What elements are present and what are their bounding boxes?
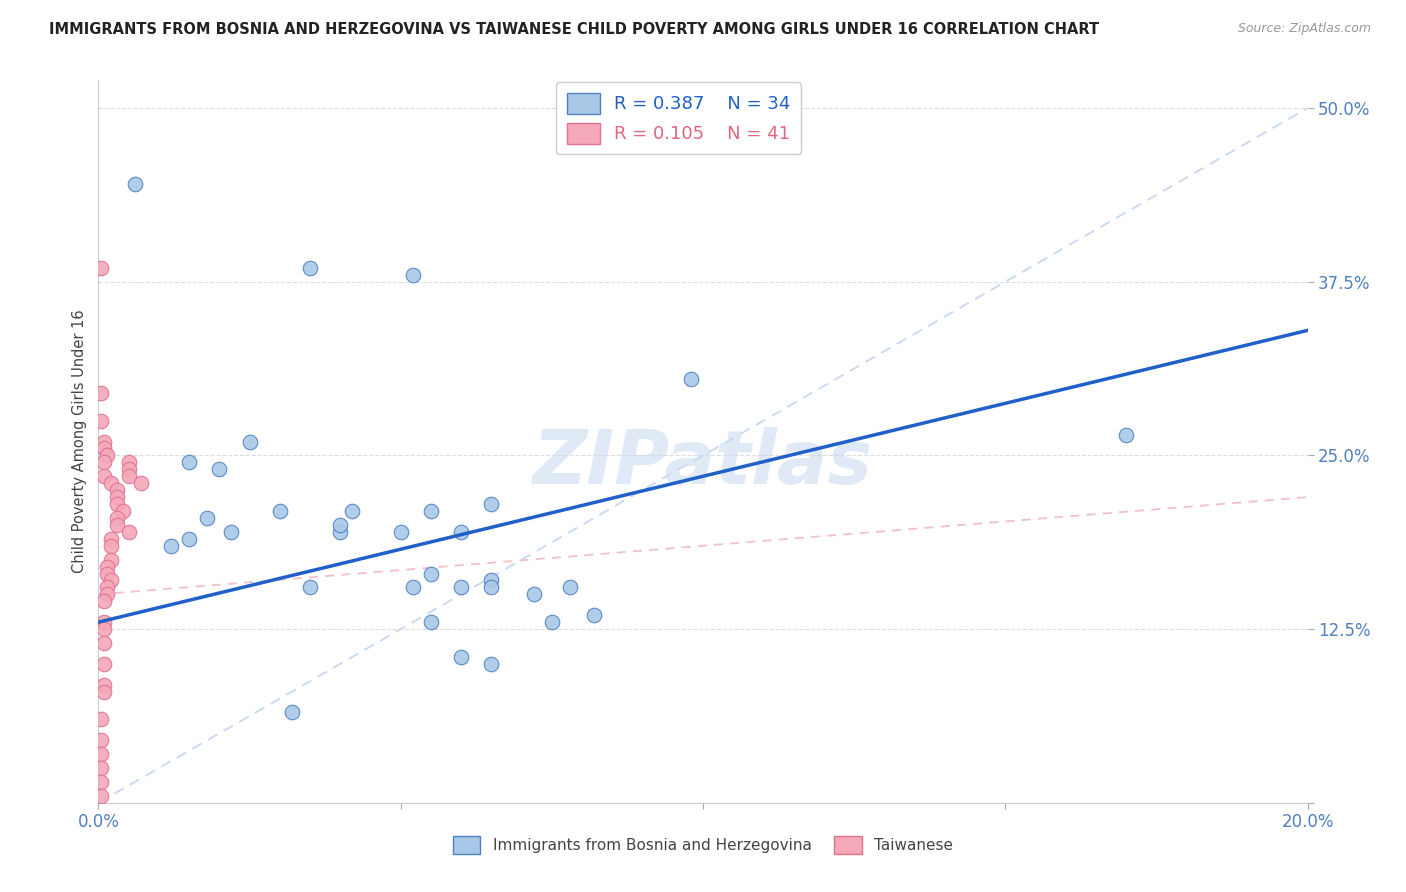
Point — [208, 462, 231, 476]
Point — [481, 574, 503, 588]
Point — [342, 504, 364, 518]
Point — [93, 636, 115, 650]
Point — [90, 385, 112, 400]
Point — [100, 552, 122, 566]
Point — [523, 587, 546, 601]
Point — [90, 414, 112, 428]
Point — [90, 747, 112, 761]
Point — [299, 581, 322, 595]
Point — [160, 539, 183, 553]
Point — [179, 532, 201, 546]
Point — [90, 775, 112, 789]
Point — [93, 594, 115, 608]
Point — [93, 469, 115, 483]
Point — [93, 622, 115, 636]
Point — [583, 608, 606, 623]
Point — [118, 524, 141, 539]
Text: ZIPatlas: ZIPatlas — [533, 426, 873, 500]
Point — [100, 532, 122, 546]
Point — [105, 483, 128, 498]
Point — [93, 455, 115, 469]
Point — [269, 504, 291, 518]
Point — [679, 372, 702, 386]
Point — [96, 581, 118, 595]
Point — [111, 504, 134, 518]
Point — [481, 581, 503, 595]
Point — [329, 517, 352, 532]
Point — [402, 268, 425, 282]
Point — [105, 490, 128, 504]
Point — [420, 566, 443, 581]
Point — [90, 260, 112, 275]
Point — [118, 469, 141, 483]
Point — [450, 649, 472, 664]
Point — [90, 789, 112, 803]
Point — [481, 657, 503, 671]
Point — [90, 713, 112, 727]
Point — [100, 574, 122, 588]
Point — [93, 442, 115, 456]
Point — [118, 462, 141, 476]
Point — [299, 260, 322, 275]
Text: IMMIGRANTS FROM BOSNIA AND HERZEGOVINA VS TAIWANESE CHILD POVERTY AMONG GIRLS UN: IMMIGRANTS FROM BOSNIA AND HERZEGOVINA V… — [49, 22, 1099, 37]
Point — [93, 434, 115, 449]
Point — [93, 678, 115, 692]
Point — [100, 476, 122, 491]
Point — [450, 581, 472, 595]
Point — [221, 524, 243, 539]
Point — [281, 706, 304, 720]
Point — [329, 524, 352, 539]
Point — [558, 581, 581, 595]
Point — [389, 524, 412, 539]
Y-axis label: Child Poverty Among Girls Under 16: Child Poverty Among Girls Under 16 — [72, 310, 87, 574]
Point — [195, 511, 218, 525]
Point — [1115, 427, 1137, 442]
Point — [105, 497, 128, 511]
Point — [540, 615, 562, 630]
Point — [420, 615, 443, 630]
Point — [239, 434, 262, 449]
Point — [96, 587, 118, 601]
Point — [105, 517, 128, 532]
Point — [96, 566, 118, 581]
Point — [93, 615, 115, 630]
Point — [179, 455, 201, 469]
Point — [118, 455, 141, 469]
Point — [481, 497, 503, 511]
Point — [90, 761, 112, 775]
Point — [450, 524, 472, 539]
Point — [402, 581, 425, 595]
Legend: Immigrants from Bosnia and Herzegovina, Taiwanese: Immigrants from Bosnia and Herzegovina, … — [447, 830, 959, 860]
Point — [93, 657, 115, 671]
Point — [100, 539, 122, 553]
Point — [420, 504, 443, 518]
Point — [124, 178, 146, 192]
Point — [96, 559, 118, 574]
Point — [105, 511, 128, 525]
Point — [93, 684, 115, 698]
Text: Source: ZipAtlas.com: Source: ZipAtlas.com — [1237, 22, 1371, 36]
Point — [90, 733, 112, 747]
Point — [96, 449, 118, 463]
Point — [129, 476, 152, 491]
